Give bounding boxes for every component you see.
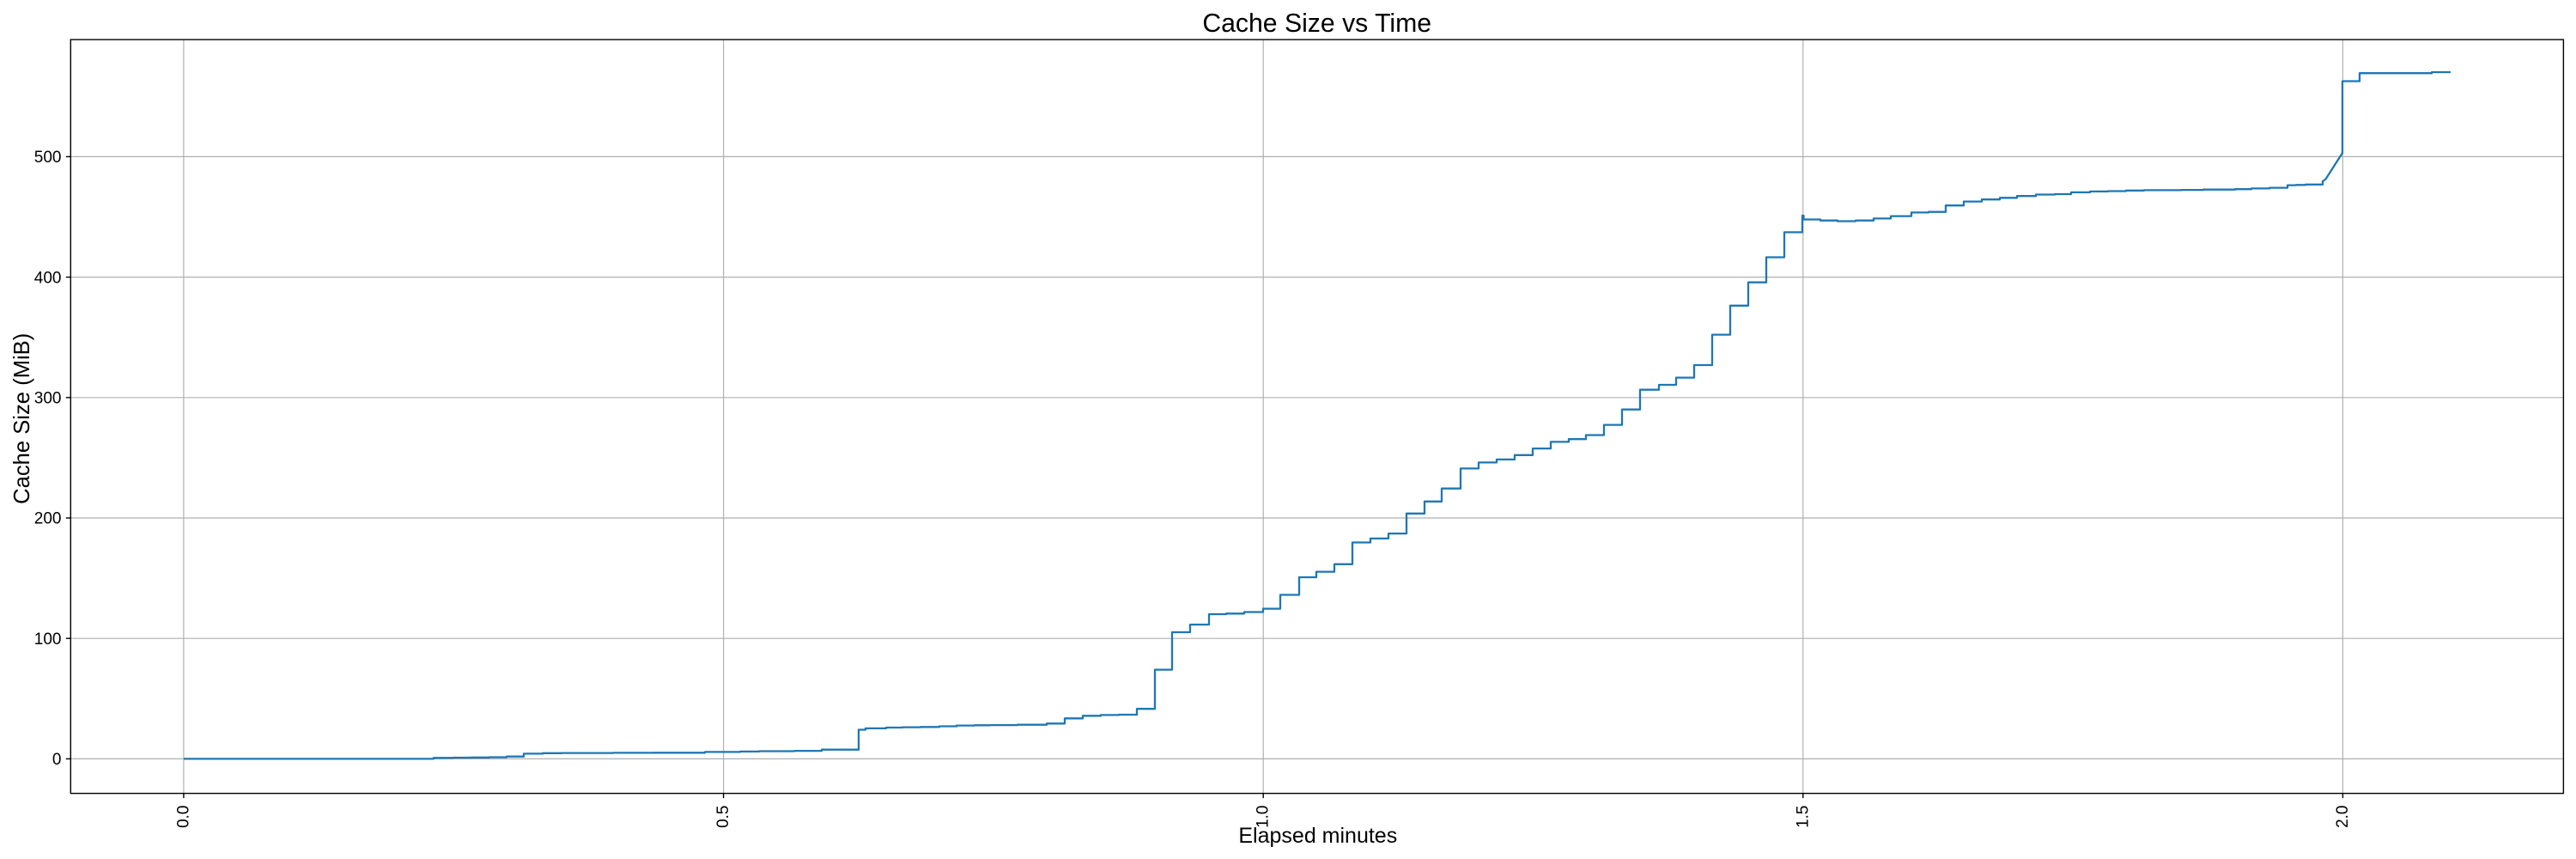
svg-text:Elapsed minutes: Elapsed minutes xyxy=(1238,824,1397,848)
svg-text:500: 500 xyxy=(34,149,62,167)
svg-text:2.0: 2.0 xyxy=(2334,806,2352,828)
svg-text:Cache Size (MiB): Cache Size (MiB) xyxy=(10,333,34,504)
svg-text:0.0: 0.0 xyxy=(174,806,192,828)
svg-text:0.5: 0.5 xyxy=(714,806,732,828)
svg-text:1.0: 1.0 xyxy=(1255,806,1273,828)
svg-text:0: 0 xyxy=(52,751,62,769)
svg-text:1.5: 1.5 xyxy=(1794,806,1812,828)
svg-text:300: 300 xyxy=(34,390,62,408)
svg-text:100: 100 xyxy=(34,631,62,649)
svg-text:400: 400 xyxy=(34,269,62,287)
svg-text:Cache Size vs Time: Cache Size vs Time xyxy=(1202,9,1431,38)
svg-text:200: 200 xyxy=(34,510,62,528)
